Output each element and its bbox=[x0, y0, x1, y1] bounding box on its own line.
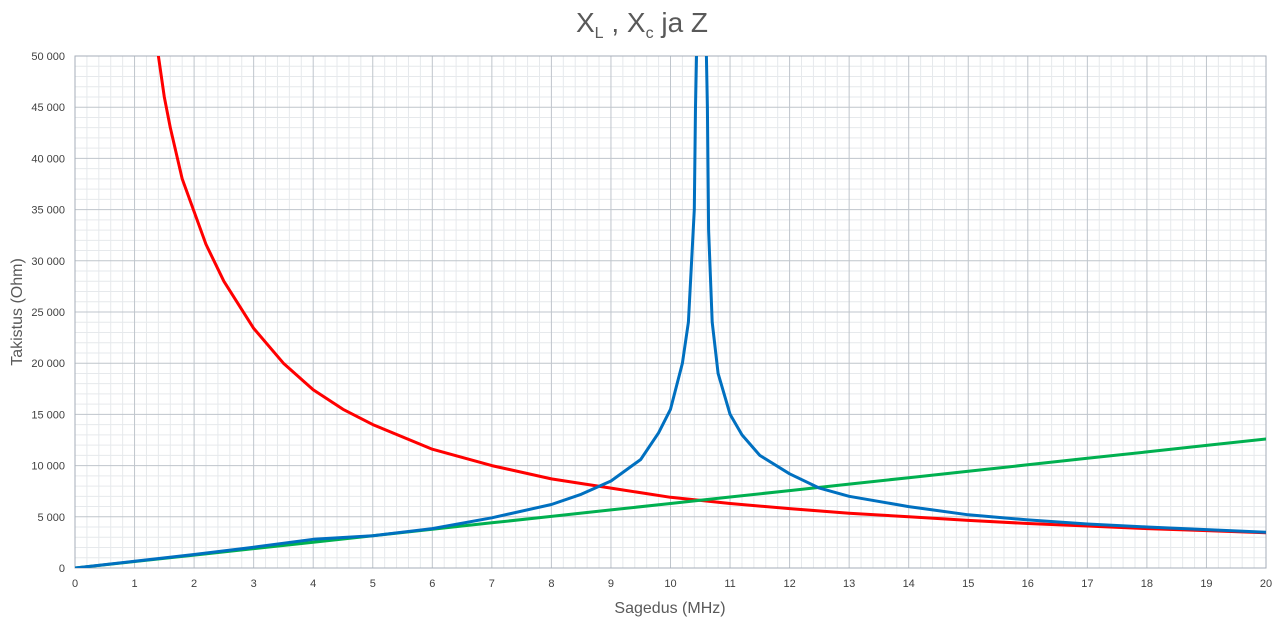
y-tick-label: 15 000 bbox=[31, 409, 65, 421]
x-tick-label: 7 bbox=[489, 578, 495, 590]
x-axis-title: Sagedus (MHz) bbox=[614, 600, 725, 617]
x-tick-label: 6 bbox=[429, 578, 435, 590]
y-axis-title: Takistus (Ohm) bbox=[9, 258, 26, 366]
x-tick-label: 12 bbox=[783, 578, 795, 590]
y-tick-label: 45 000 bbox=[31, 102, 65, 114]
x-tick-label: 15 bbox=[962, 578, 974, 590]
x-tick-label: 8 bbox=[548, 578, 554, 590]
series-line-2 bbox=[75, 437, 1266, 568]
x-tick-label: 13 bbox=[843, 578, 855, 590]
series-line-1 bbox=[156, 56, 1266, 535]
x-tick-label: 20 bbox=[1260, 578, 1272, 590]
x-tick-label: 18 bbox=[1141, 578, 1153, 590]
x-tick-label: 1 bbox=[131, 578, 137, 590]
x-tick-label: 17 bbox=[1081, 578, 1093, 590]
x-tick-label: 16 bbox=[1022, 578, 1034, 590]
y-tick-label: 35 000 bbox=[31, 205, 65, 217]
x-tick-label: 11 bbox=[724, 578, 735, 590]
y-tick-label: 25 000 bbox=[31, 307, 65, 319]
x-tick-label: 9 bbox=[608, 578, 614, 590]
y-tick-label: 10 000 bbox=[31, 461, 65, 473]
y-axis-tick-labels: 0 5 000 10 000 15 000 20 000 25 000 30 000 35 0… bbox=[31, 51, 65, 575]
y-tick-label: 20 000 bbox=[31, 358, 65, 370]
x-tick-label: 14 bbox=[903, 578, 915, 590]
y-tick-label: 0 bbox=[59, 563, 65, 575]
y-tick-label: 30 000 bbox=[31, 256, 65, 268]
y-tick-label: 40 000 bbox=[31, 153, 65, 165]
x-tick-label: 4 bbox=[310, 578, 316, 590]
y-tick-label: 50 000 bbox=[31, 51, 65, 63]
major-gridlines bbox=[74, 55, 1267, 569]
x-tick-label: 5 bbox=[370, 578, 376, 590]
x-tick-label: 19 bbox=[1200, 578, 1212, 590]
plot-area-border bbox=[74, 55, 1267, 569]
series-line-3 bbox=[75, 56, 1266, 568]
x-axis-tick-labels: 0 1 2 3 4 5 6 7 8 9 10 11 12 13 14 15 16 17 18 19 20 bbox=[72, 578, 1272, 590]
x-tick-label: 3 bbox=[251, 578, 257, 590]
x-tick-label: 2 bbox=[191, 578, 197, 590]
series-layer bbox=[75, 56, 1266, 568]
chart-title: XL , Xc ja Z bbox=[576, 7, 708, 42]
x-tick-label: 10 bbox=[664, 578, 676, 590]
y-tick-label: 5 000 bbox=[37, 512, 65, 524]
x-tick-label: 0 bbox=[72, 578, 78, 590]
